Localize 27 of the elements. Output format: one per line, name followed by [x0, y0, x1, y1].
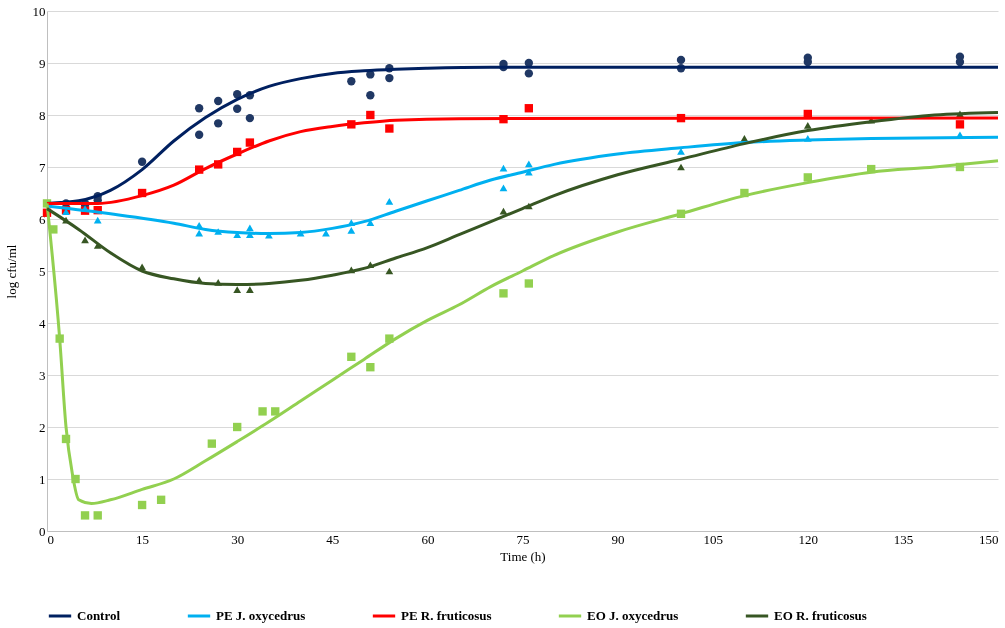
- y-tick-label: 10: [32, 3, 46, 19]
- y-tick-label: 4: [39, 315, 46, 331]
- legend-label: PE R. fruticosus: [401, 608, 492, 623]
- x-tick-label: 15: [136, 531, 150, 547]
- x-tick-label: 75: [516, 531, 530, 547]
- legend-label: Control: [77, 608, 121, 623]
- legend-label: PE J. oxycedrus: [216, 608, 306, 623]
- y-axis-title: log cfu/ml: [3, 244, 19, 299]
- y-tick-label: 1: [39, 471, 46, 487]
- x-tick-label: 150: [979, 531, 999, 547]
- x-tick-label: 90: [611, 531, 625, 547]
- x-tick-label: 30: [231, 531, 245, 547]
- x-axis-title: Time (h): [500, 548, 546, 564]
- legend-label: EO R. fruticosus: [774, 608, 867, 623]
- y-tick-label: 7: [39, 159, 46, 175]
- x-tick-label: 120: [798, 531, 819, 547]
- y-tick-label: 3: [39, 367, 46, 383]
- x-tick-label: 135: [893, 531, 914, 547]
- legend-label: EO J. oxycedrus: [587, 608, 679, 623]
- y-tick-label: 2: [39, 419, 46, 435]
- x-tick-label: 45: [326, 531, 340, 547]
- y-tick-label: 5: [39, 263, 46, 279]
- y-tick-label: 8: [39, 107, 46, 123]
- x-tick-label: 105: [703, 531, 723, 547]
- x-tick-label: 60: [421, 531, 435, 547]
- y-tick-label: 6: [39, 211, 46, 227]
- y-tick-label: 9: [39, 55, 46, 71]
